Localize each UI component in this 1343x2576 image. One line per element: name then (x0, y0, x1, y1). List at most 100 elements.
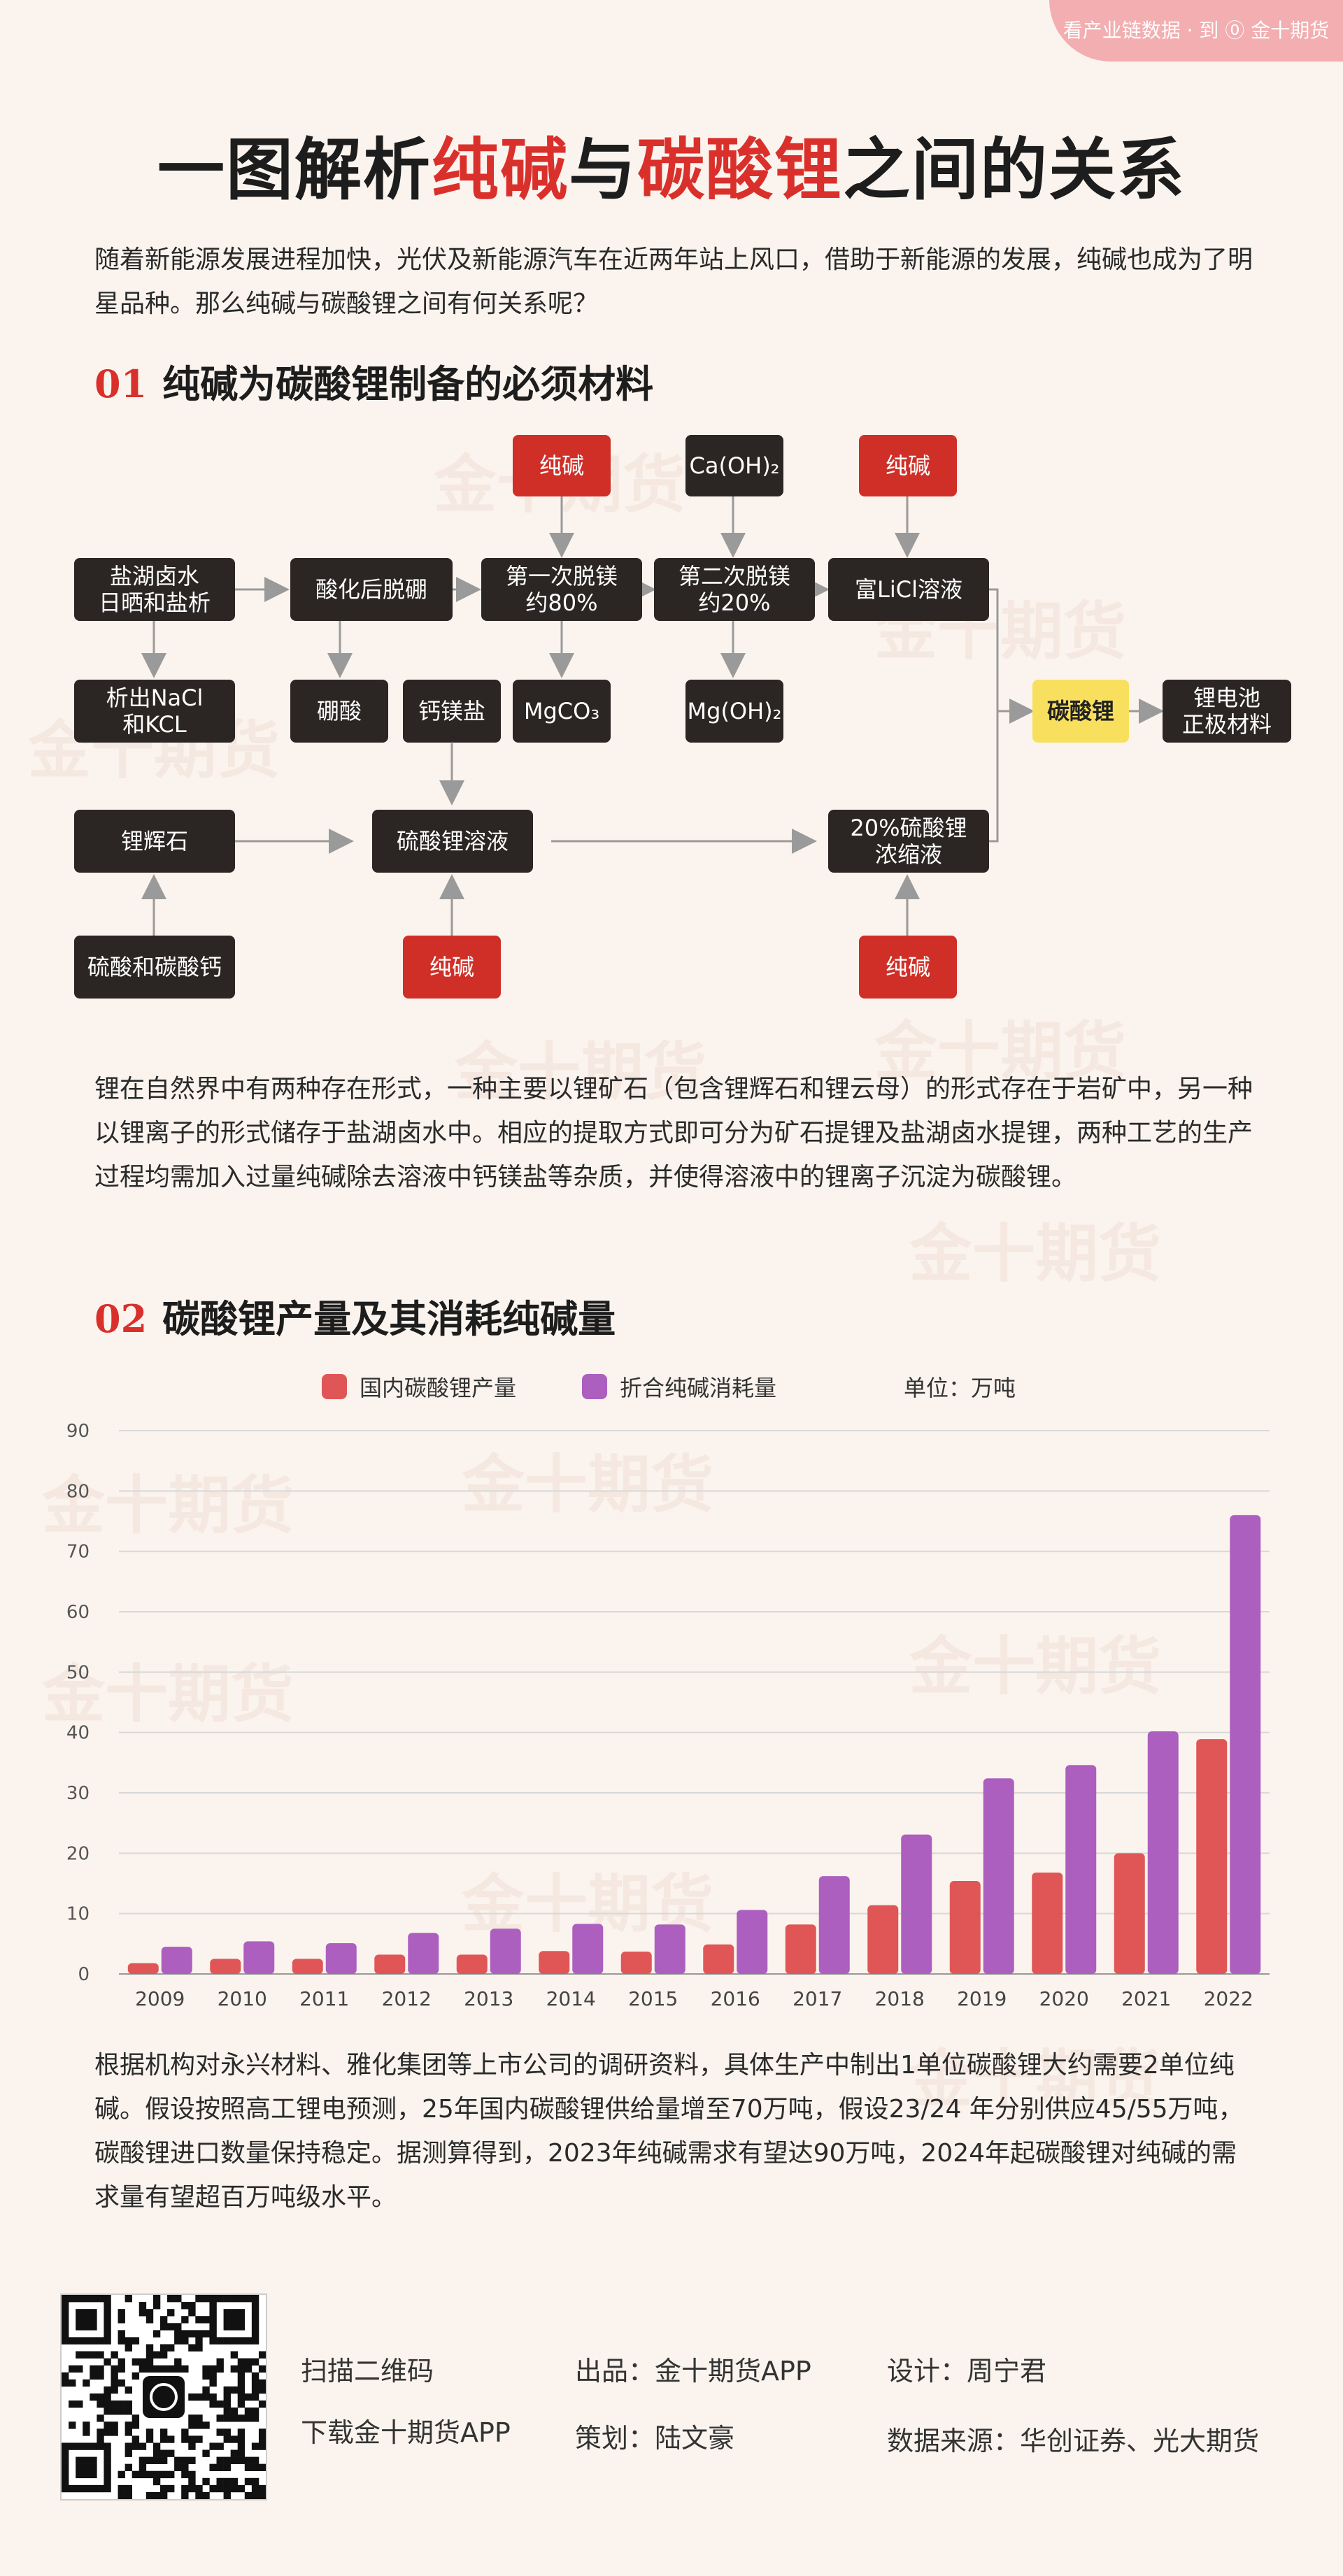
qr-module (69, 2442, 76, 2450)
qr-module (216, 2295, 224, 2303)
qr-module (125, 2386, 132, 2394)
qr-module (181, 2316, 189, 2324)
qr-module (174, 2337, 182, 2345)
qr-module (97, 2295, 104, 2303)
qr-module (159, 2428, 168, 2436)
qr-module (125, 2442, 132, 2450)
qr-module (237, 2372, 246, 2380)
y-tick-label: 50 (66, 1662, 90, 1683)
qr-module (118, 2337, 125, 2345)
qr-module (125, 2484, 132, 2493)
qr-module (125, 2428, 132, 2436)
qr-module (97, 2484, 104, 2493)
qr-module (83, 2309, 90, 2317)
qr-module (230, 2449, 239, 2457)
qr-module (244, 2365, 253, 2373)
qr-module (223, 2309, 231, 2317)
qr-module (167, 2449, 175, 2457)
qr-module (216, 2484, 224, 2493)
page-title: 一图解析纯碱与碳酸锂之间的关系 (157, 130, 1186, 209)
box-second-demagnesium: 第二次脱镁 约20% (654, 558, 815, 621)
qr-module (76, 2351, 83, 2359)
qr-module (237, 2442, 246, 2450)
qr-code[interactable] (60, 2294, 267, 2500)
qr-module (159, 2491, 168, 2500)
qr-module (216, 2442, 224, 2450)
y-tick-label: 90 (66, 1421, 90, 1442)
x-tick-label: 2011 (299, 1987, 349, 2010)
qr-module (167, 2365, 175, 2373)
bar-lithium-carbonate-2014 (539, 1951, 570, 1974)
legend-swatch (582, 1374, 607, 1399)
qr-module (97, 2393, 104, 2401)
download-label: 下载金十期货APP (301, 2417, 511, 2448)
qr-module (209, 2393, 217, 2401)
x-tick-label: 2009 (135, 1987, 185, 2010)
qr-module (251, 2463, 260, 2472)
box-licl-solution: 富LiCl溶液 (828, 558, 989, 621)
bar-lithium-carbonate-2021 (1114, 1853, 1145, 1974)
bar-lithium-carbonate-2009 (127, 1963, 159, 1974)
qr-module (62, 2337, 69, 2345)
qr-module (237, 2323, 246, 2331)
qr-module (76, 2463, 83, 2472)
qr-module (125, 2407, 132, 2415)
qr-module (258, 2428, 267, 2436)
qr-module (202, 2316, 210, 2324)
qr-module (202, 2372, 210, 2380)
qr-module (230, 2414, 239, 2422)
qr-module (118, 2484, 125, 2493)
qr-module (83, 2421, 90, 2429)
qr-module (230, 2435, 239, 2443)
qr-module (209, 2379, 217, 2387)
qr-module (237, 2428, 246, 2436)
qr-module (90, 2295, 97, 2303)
qr-module (258, 2351, 267, 2359)
qr-module (258, 2400, 267, 2408)
qr-module (125, 2449, 132, 2457)
bar-lithium-carbonate-2015 (620, 1952, 652, 1974)
qr-module (62, 2295, 69, 2303)
qr-module (258, 2463, 267, 2472)
qr-module (209, 2323, 217, 2331)
scan-label: 扫描二维码 (301, 2356, 434, 2387)
qr-module (251, 2442, 260, 2450)
qr-module (125, 2463, 132, 2472)
qr-module (145, 2358, 154, 2366)
qr-module (195, 2344, 203, 2352)
qr-module (152, 2449, 161, 2457)
qr-module (230, 2316, 239, 2324)
qr-module (90, 2442, 97, 2450)
qr-module (209, 2337, 217, 2345)
x-tick-label: 2017 (793, 1987, 842, 2010)
qr-module (118, 2358, 125, 2366)
bar-soda-consumption-2013 (490, 1929, 521, 1974)
qr-module (223, 2435, 231, 2443)
qr-module (152, 2470, 161, 2479)
y-tick-label: 0 (78, 1964, 90, 1985)
qr-module (118, 2309, 125, 2317)
qr-module (181, 2428, 189, 2436)
qr-module (138, 2463, 147, 2472)
qr-module (188, 2484, 196, 2493)
qr-module (174, 2295, 182, 2303)
y-tick-label: 30 (66, 1783, 90, 1804)
x-tick-label: 2020 (1039, 1987, 1089, 2010)
qr-module (104, 2330, 111, 2338)
section-1-heading: 01 纯碱为碳酸锂制备的必须材料 (94, 362, 654, 406)
qr-module (83, 2428, 90, 2436)
bar-lithium-carbonate-2013 (456, 1954, 488, 1974)
qr-module (159, 2365, 168, 2373)
bar-chart: 0 10 20 30 40 50 60 70 80 90 2009 2010 2011 2012 2013 2… (66, 1421, 1270, 2010)
top-banner[interactable]: 看产业链数据 · 到 ⓪ 金十期货 (1049, 0, 1343, 62)
qr-module (132, 2372, 140, 2380)
qr-module (138, 2442, 147, 2450)
qr-module (62, 2316, 69, 2324)
qr-module (251, 2323, 260, 2331)
qr-module (258, 2491, 267, 2500)
qr-module (237, 2414, 246, 2422)
qr-module (195, 2295, 203, 2303)
bar-lithium-carbonate-2020 (1032, 1872, 1063, 1974)
qr-module (167, 2295, 175, 2303)
qr-module (202, 2330, 210, 2338)
